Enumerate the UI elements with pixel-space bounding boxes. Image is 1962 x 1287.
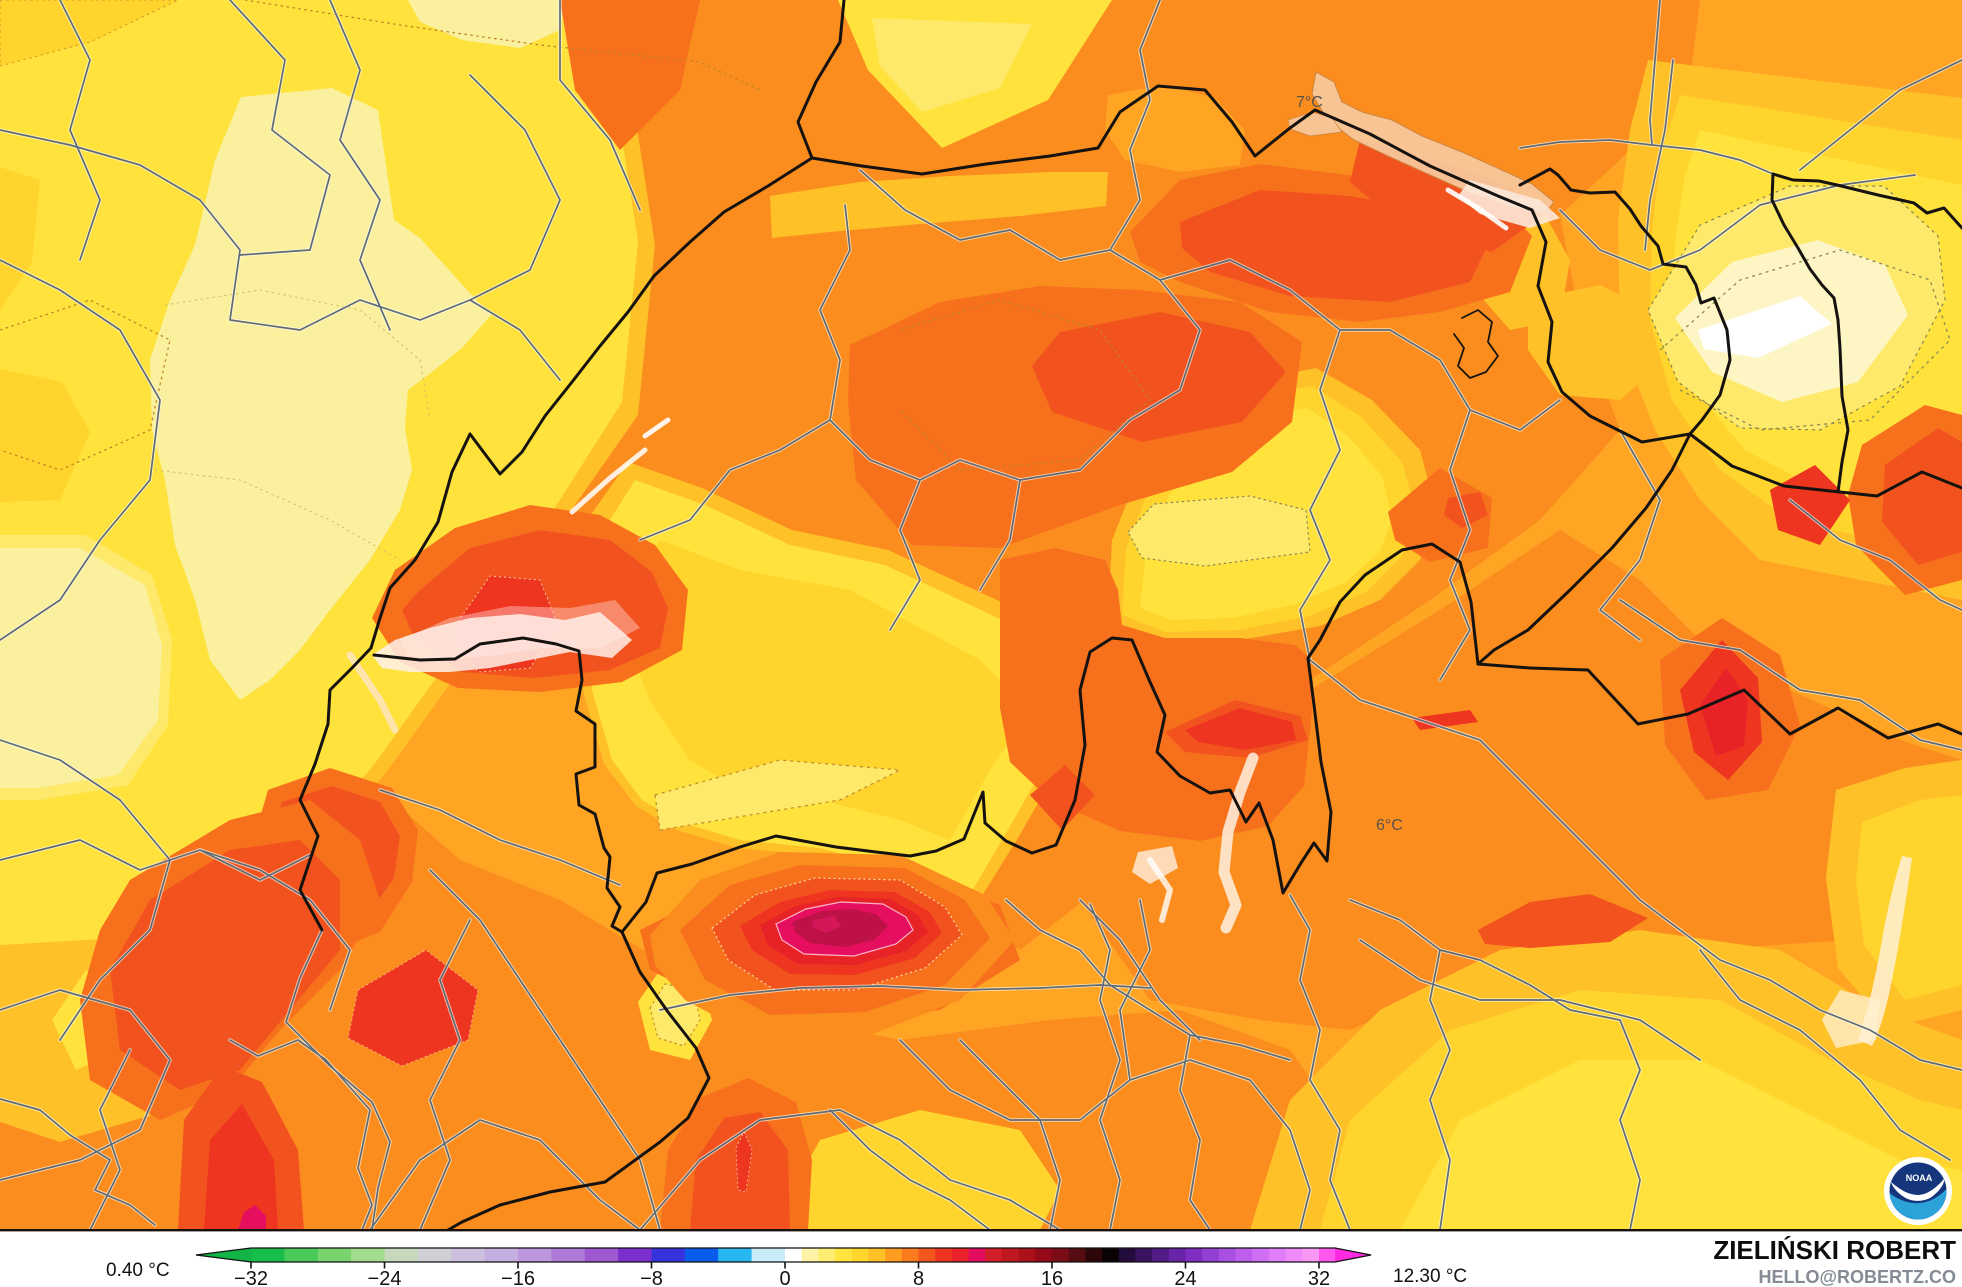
svg-text:−16: −16 [501,1268,535,1287]
svg-text:0.40 °C: 0.40 °C [106,1260,170,1281]
svg-text:7°C: 7°C [1296,94,1323,111]
svg-text:−8: −8 [640,1268,663,1287]
svg-text:16: 16 [1041,1268,1063,1287]
svg-text:NOAA: NOAA [1906,1173,1933,1183]
svg-text:−32: −32 [234,1268,268,1287]
svg-text:0: 0 [779,1268,790,1287]
svg-text:8: 8 [913,1268,924,1287]
svg-text:24: 24 [1174,1268,1196,1287]
svg-text:−24: −24 [368,1268,402,1287]
svg-text:32: 32 [1308,1268,1330,1287]
svg-text:ZIELIŃSKI ROBERT: ZIELIŃSKI ROBERT [1713,1235,1956,1265]
svg-text:12.30 °C: 12.30 °C [1393,1266,1467,1287]
svg-text:6°C: 6°C [1376,817,1403,834]
svg-text:HELLO@ROBERTZ.CO: HELLO@ROBERTZ.CO [1758,1267,1956,1287]
